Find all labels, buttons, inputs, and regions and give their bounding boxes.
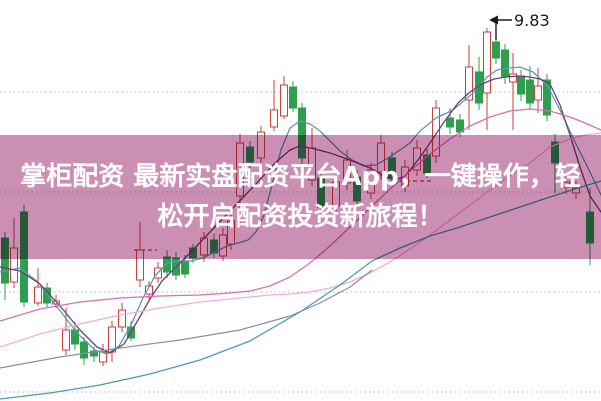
candle-body-down xyxy=(475,71,483,104)
price-annotation: 9.83 xyxy=(489,11,550,40)
candle-body-up xyxy=(62,329,70,351)
candle xyxy=(509,53,517,130)
candle xyxy=(446,108,454,134)
candle-body-up xyxy=(509,73,517,83)
candle-body-up xyxy=(534,85,542,101)
ma-slate-line xyxy=(0,269,373,369)
candle-body-down xyxy=(80,341,88,359)
candle xyxy=(534,68,542,113)
candle xyxy=(289,81,297,112)
annotation-price-label: 9.83 xyxy=(514,11,550,30)
candle-body-down xyxy=(90,350,98,357)
candle xyxy=(108,321,116,362)
candle xyxy=(483,28,491,130)
promo-banner-line-1: 掌柜配资 最新实盘配资平台App，一键操作，轻 xyxy=(20,162,581,192)
candle xyxy=(62,308,70,355)
candle-body-down xyxy=(289,86,297,109)
candle xyxy=(526,66,534,110)
candle-body-up xyxy=(280,84,288,117)
candle-body-up xyxy=(483,31,491,94)
ma-fast-teal-line xyxy=(0,66,601,355)
candle-body-down xyxy=(492,41,500,59)
candle-body-up xyxy=(118,309,126,328)
candle-body-down xyxy=(501,49,509,78)
candle xyxy=(465,45,473,130)
candle xyxy=(517,70,525,101)
promo-banner-overlay xyxy=(0,135,601,259)
candle xyxy=(34,268,42,306)
candle-body-up xyxy=(465,66,473,101)
candle xyxy=(80,337,88,365)
candle-body-down xyxy=(163,256,171,273)
candle xyxy=(270,80,278,131)
candle-body-down xyxy=(446,117,454,128)
promo-banner-line-2: 松开启配资投资新旅程！ xyxy=(157,202,444,232)
annotation-arrowhead-icon xyxy=(489,15,498,25)
candle xyxy=(492,38,500,64)
candle-body-up xyxy=(270,109,278,128)
candle-body-down xyxy=(517,75,525,95)
promo-banner-text: 掌柜配资 最新实盘配资平台App，一键操作，轻 松开启配资投资新旅程！ xyxy=(0,135,601,259)
candle-body-down xyxy=(543,79,551,116)
candle xyxy=(475,57,483,110)
candle xyxy=(280,76,288,119)
candle-body-down xyxy=(71,329,79,345)
candle xyxy=(99,344,107,366)
candle xyxy=(118,303,126,332)
candle-body-down xyxy=(526,79,534,104)
candle-body-up xyxy=(34,286,42,304)
candle-body-down xyxy=(181,261,189,275)
